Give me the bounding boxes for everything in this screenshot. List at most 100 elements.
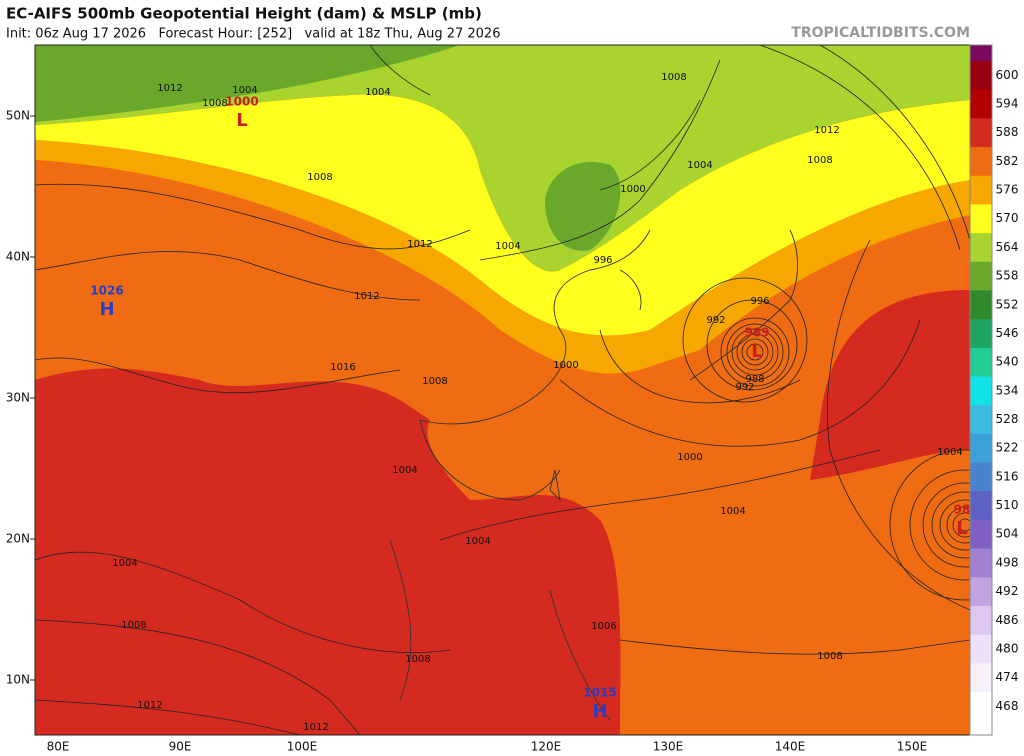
center-letter: L [751,341,762,362]
band-582 [35,150,970,735]
lon-label: 100E [287,740,318,754]
colorbar-band [970,233,992,263]
coastline [389,229,798,721]
colorbar-label: 474 [996,670,1019,684]
band-576 [35,140,970,374]
band-558 [35,45,621,251]
colorbar-band [970,605,992,636]
colorbar-band [970,577,992,607]
colorbar-label: 552 [996,297,1019,311]
center-letter: L [956,518,967,539]
subtitle: Init: 06z Aug 17 2026 Forecast Hour: [25… [6,27,500,42]
lon-label: 80E [47,740,70,754]
band-588-patch [35,500,230,613]
colorbar-band [970,118,992,148]
lat-label: 30N [6,391,30,405]
colorbar-band [970,491,992,521]
center-value: 989 [744,326,769,340]
center-value: 1015 [583,686,616,700]
colorbar-label: 534 [996,383,1019,397]
isobar-label: 988 [745,374,764,385]
isobar-label: 1004 [232,85,257,96]
isobar-label: 1004 [465,536,490,547]
isobar-label: 1012 [814,125,839,136]
colorbar-label: 522 [996,441,1019,455]
center-letter: L [236,110,247,131]
typhoon-isobars [682,277,970,601]
center-value: 1000 [225,95,258,109]
center-letter: H [99,299,114,320]
lat-label: 50N [6,109,30,123]
colorbar-label: 588 [996,125,1019,139]
isobars [35,45,970,735]
isobar-label: 1004 [687,160,712,171]
colorbar-band [970,462,992,492]
colorbar-frame [969,44,993,736]
colorbar-band [970,548,992,578]
colorbar-band [970,290,992,320]
colorbar-label: 540 [996,355,1019,369]
lat-label: 40N [6,250,30,264]
isobar-label: 1004 [392,465,417,476]
colorbar-label: 546 [996,326,1019,340]
lon-label: 90E [169,740,192,754]
colorbar-band [970,89,992,119]
colorbar-label: 564 [996,240,1019,254]
colorbar-band [970,433,992,464]
isobar-label: 1000 [677,452,702,463]
center-value: 98 [954,503,971,517]
colorbar-label: 570 [996,211,1019,225]
colorbar-band [970,261,992,291]
colorbar-label: 498 [996,555,1019,569]
isobar-label: 1004 [112,558,137,569]
lon-label: 140E [775,740,806,754]
colorbar-label: 558 [996,269,1019,283]
isobar-label: 1008 [405,654,430,665]
colorbar-label: 582 [996,154,1019,168]
isobar-label: 996 [750,296,769,307]
colorbar-label: 516 [996,469,1019,483]
colorbar-band [970,204,992,234]
colorbar-band [970,691,992,722]
isobar-label: 996 [593,255,612,266]
colorbar-band [970,519,992,550]
lon-label: 120E [531,740,562,754]
isobar-label: 1008 [661,72,686,83]
lon-label: 130E [653,740,684,754]
lat-label: 20N [6,532,30,546]
colorbar-band [970,175,992,205]
colorbar-label: 600 [996,68,1019,82]
colorbar-label: 480 [996,641,1019,655]
colorbar-label: 528 [996,412,1019,426]
isobar-label: 1012 [157,83,182,94]
isobar-label: 1012 [407,239,432,250]
colorbar-band [970,405,992,435]
isobar-label: 1004 [495,241,520,252]
colorbar-top [970,45,992,61]
center-letter: H [592,701,607,722]
center-value: 1026 [90,284,123,298]
isobar-label: 1012 [354,291,379,302]
lon-label: 150E [897,740,928,754]
isobar-label: 992 [706,315,725,326]
band-564 [35,45,970,272]
colorbar-bottom [970,720,992,735]
colorbar-band [970,663,992,693]
lat-label: 10N [6,673,30,687]
colorbar-band [970,347,992,377]
isobar-label: 1008 [422,376,447,387]
map [35,45,970,735]
isobar-label: 1008 [817,651,842,662]
isobar-label: 1008 [807,155,832,166]
colorbar-label: 492 [996,584,1019,598]
watermark: TROPICALTIDBITS.COM [791,25,970,41]
colorbar-label: 468 [996,699,1019,713]
isobar-label: 1000 [553,360,578,371]
band-570 [35,94,970,336]
isobar-label: 1008 [202,98,227,109]
colorbar-label: 510 [996,498,1019,512]
colorbar-band [970,147,992,177]
isobar-label: 1004 [365,87,390,98]
isobar-label: 1004 [720,506,745,517]
